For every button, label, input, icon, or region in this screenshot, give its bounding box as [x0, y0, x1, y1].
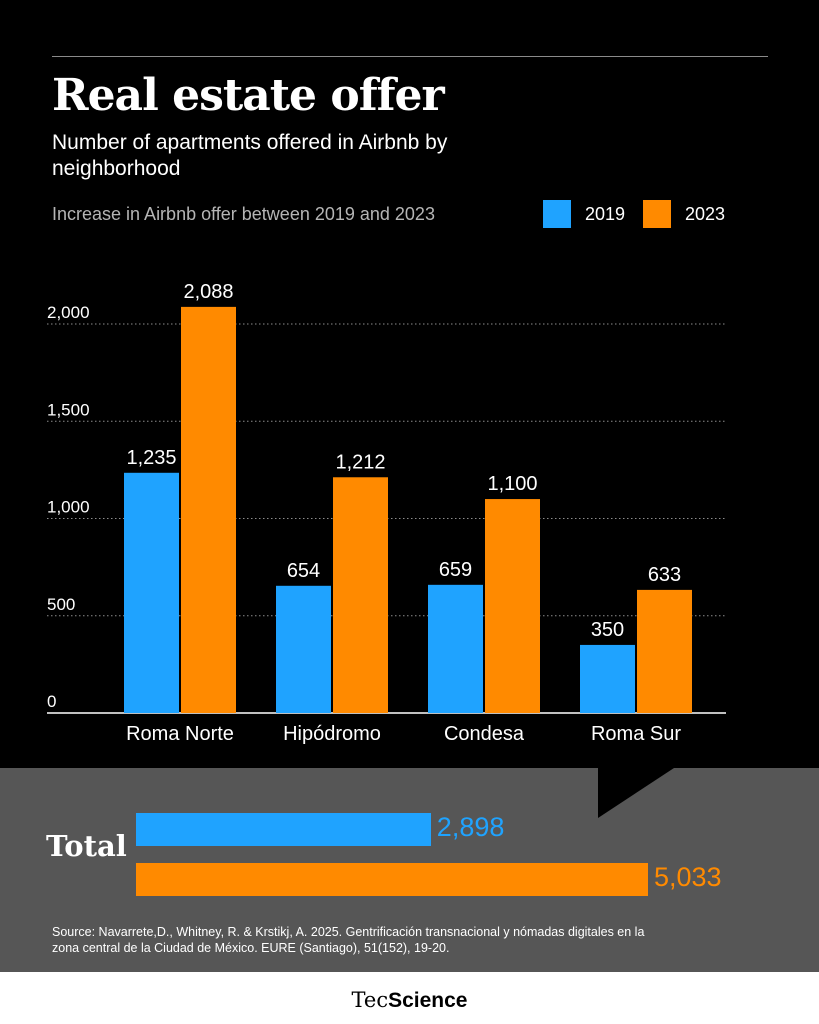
legend-swatch-2023: [643, 200, 671, 228]
bar-2023-2: [485, 499, 540, 713]
page-title: Real estate offer: [52, 70, 445, 121]
x-tick-label: Roma Norte: [126, 723, 234, 745]
bar-2023-0: [181, 306, 236, 713]
total-bar-2023: [136, 863, 648, 896]
bar-2019-1: [276, 585, 331, 713]
top-rule: [52, 56, 768, 57]
legend-label-2019: 2019: [585, 203, 626, 224]
bar-2019-2: [428, 584, 483, 713]
x-tick-label: Condesa: [444, 723, 525, 745]
y-tick-label: 0: [47, 692, 56, 711]
y-tick-label: 500: [47, 595, 75, 614]
total-label: Total: [46, 829, 127, 863]
brand-logo: TecScience: [0, 988, 819, 1013]
legend-item-2019: 2019: [543, 200, 625, 228]
total-bar-2019: [136, 813, 431, 846]
data-label: 1,235: [126, 447, 176, 469]
x-tick-label: Hipódromo: [283, 723, 381, 745]
y-tick-label: 1,500: [47, 400, 90, 419]
data-label: 1,100: [487, 473, 537, 495]
brand-logo-part1: Tec: [351, 988, 389, 1012]
bar-2023-1: [333, 477, 388, 713]
data-label: 633: [648, 564, 681, 586]
legend-item-2023: 2023: [643, 200, 725, 228]
data-label: 1,212: [335, 451, 385, 473]
increase-note: Increase in Airbnb offer between 2019 an…: [52, 204, 435, 224]
footer: [0, 972, 819, 1024]
legend-label-2023: 2023: [685, 203, 726, 224]
x-tick-label: Roma Sur: [591, 723, 681, 745]
y-tick-label: 1,000: [47, 498, 90, 517]
data-label: 350: [591, 619, 624, 641]
source-note: Source: Navarrete,D., Whitney, R. & Krst…: [52, 925, 645, 955]
brand-logo-part2: Science: [388, 989, 468, 1012]
subtitle: Number of apartments offered in Airbnb b…: [52, 131, 448, 180]
bar-2019-0: [124, 472, 179, 713]
data-label: 654: [287, 560, 320, 582]
y-tick-label: 2,000: [47, 303, 90, 322]
total-value-2019: 2,898: [436, 812, 505, 842]
total-value-2023: 5,033: [654, 862, 722, 892]
data-label: 659: [439, 559, 472, 581]
bar-chart: 0 500 1,000 1,500 2,000 1,235 2,088 Roma Norte 6…: [47, 281, 726, 745]
data-label: 2,088: [183, 281, 233, 303]
legend-swatch-2019: [543, 200, 571, 228]
bar-2023-3: [637, 589, 692, 713]
bar-2019-3: [580, 644, 635, 713]
